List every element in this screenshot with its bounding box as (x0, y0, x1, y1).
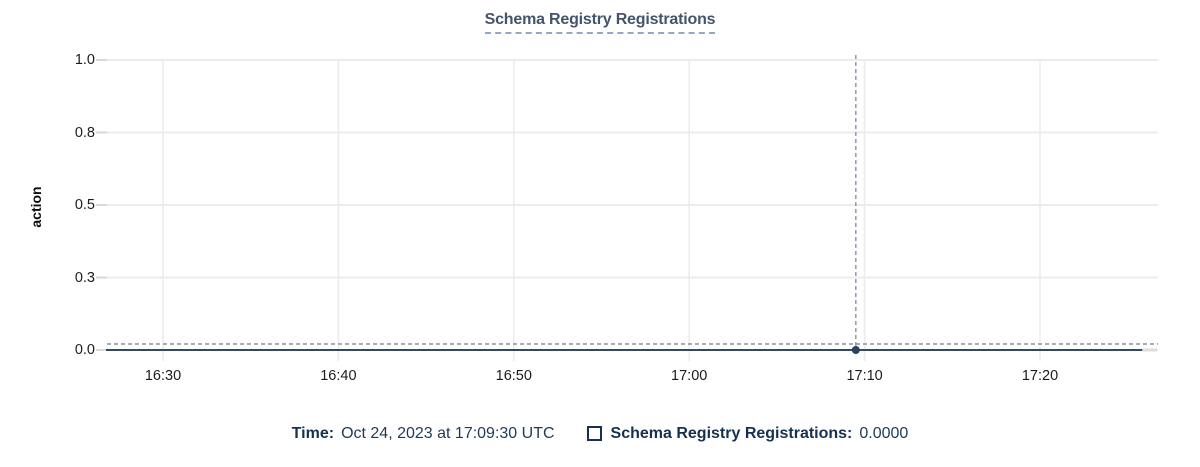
y-tick-label: 1.0 (74, 52, 95, 68)
x-tick-label: 17:10 (846, 368, 883, 384)
hover-point-dot (851, 346, 860, 354)
x-tick-label: 17:00 (671, 368, 708, 384)
series-value: 0.0000 (859, 425, 909, 442)
x-tick-label: 16:30 (144, 368, 182, 384)
x-tick-label: 17:20 (1021, 368, 1059, 384)
y-tick-label: 0.8 (74, 124, 95, 141)
legend-checkbox[interactable] (586, 426, 602, 441)
plot-area[interactable] (0, 0, 1200, 412)
y-tick-label: 0.3 (74, 269, 95, 286)
x-tick-label: 16:50 (495, 368, 532, 384)
chart-title[interactable]: Schema Registry Registrations (484, 11, 716, 34)
y-tick-label: 0.0 (74, 342, 95, 358)
hover-readout: Time: Oct 24, 2023 at 17:09:30 UTC Schem… (0, 423, 1200, 444)
time-label: Time: (291, 425, 335, 442)
series-label: Schema Registry Registrations: (610, 425, 853, 442)
chart-title-row: Schema Registry Registrations (0, 11, 1200, 34)
x-tick-label: 16:40 (320, 368, 357, 384)
time-value: Oct 24, 2023 at 17:09:30 UTC (341, 425, 555, 442)
y-tick-label: 0.5 (74, 197, 95, 213)
